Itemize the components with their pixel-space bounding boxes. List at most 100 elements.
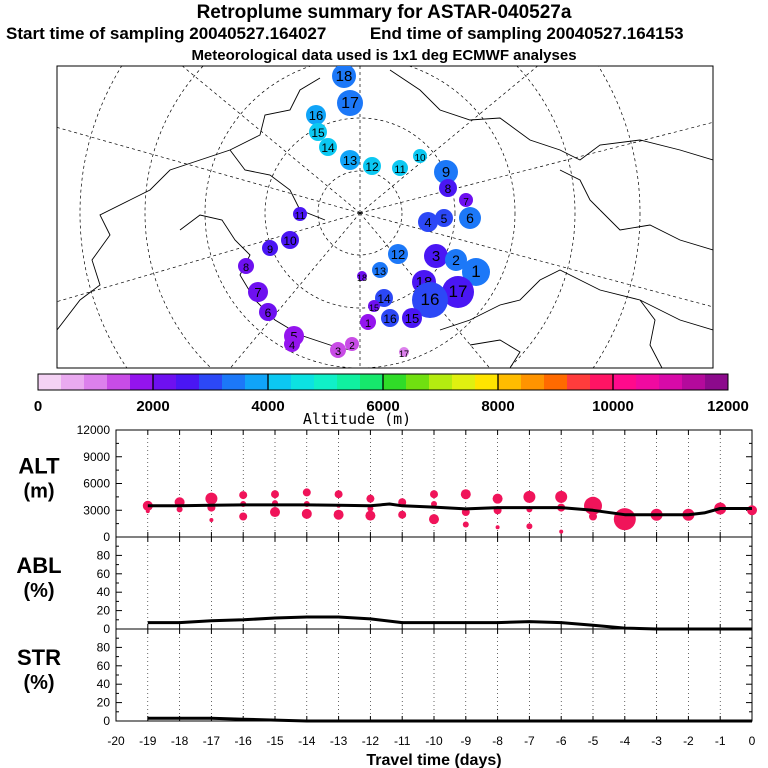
x-tick-label: -13 xyxy=(330,734,348,748)
colorbar-swatch xyxy=(613,374,637,390)
y-tick-label: 0 xyxy=(103,622,110,636)
alt-scatter-point xyxy=(365,510,376,521)
plume-day-label: 17 xyxy=(449,282,468,301)
alt-scatter-point xyxy=(429,514,439,525)
colorbar-label: Altitude (m) xyxy=(303,410,411,428)
colorbar-swatch xyxy=(268,374,292,390)
plume-day-label: 4 xyxy=(289,340,295,352)
panel-abl: 0 20 40 60 80 ABL(%) xyxy=(16,536,753,636)
plume-dot xyxy=(281,231,299,249)
plume-dot xyxy=(372,262,388,278)
plume-day-label: 12 xyxy=(365,160,379,174)
x-tick-label: -2 xyxy=(683,734,694,748)
plume-day-label: 12 xyxy=(391,247,405,262)
plume-day-label: 15 xyxy=(311,126,325,140)
alt-scatter-point xyxy=(333,509,344,520)
x-tick-label: -15 xyxy=(266,734,284,748)
plume-dot xyxy=(402,308,422,328)
panel-alt: 0 3000 6000 9000 12000 ALT(m) xyxy=(18,423,757,544)
plume-day-label: 14 xyxy=(377,292,391,306)
colorbar-tick-label: 6000 xyxy=(366,398,399,415)
plume-dot xyxy=(392,160,408,176)
alt-scatter-point xyxy=(302,488,311,497)
colorbar-swatch xyxy=(406,374,430,390)
alt-scatter-point xyxy=(559,529,564,534)
panel-ylabel-unit: (%) xyxy=(23,672,54,694)
colorbar-swatch xyxy=(245,374,269,390)
alt-scatter-point xyxy=(205,492,218,505)
colorbar-swatch xyxy=(222,374,246,390)
alt-scatter-point xyxy=(747,505,757,516)
plume-day-label: 18 xyxy=(336,68,353,85)
alt-scatter-point xyxy=(492,493,503,504)
x-tick-label: -9 xyxy=(460,734,471,748)
plume-dot xyxy=(388,244,408,264)
plume-day-label: 7 xyxy=(254,285,261,300)
x-tick-label: -6 xyxy=(556,734,567,748)
x-tick-label: -7 xyxy=(524,734,535,748)
colorbar-swatch xyxy=(452,374,476,390)
x-tick-label: -20 xyxy=(107,734,125,748)
plume-dot xyxy=(442,276,474,308)
plume-day-label: 17 xyxy=(399,349,409,359)
colorbar-swatch xyxy=(682,374,706,390)
alt-scatter-point xyxy=(398,510,407,519)
colorbar-swatch xyxy=(199,374,223,390)
x-tick-label: -17 xyxy=(203,734,221,748)
plume-dot xyxy=(248,282,268,302)
x-tick-label: -19 xyxy=(139,734,157,748)
plume-day-label: 15 xyxy=(369,303,379,313)
plume-day-label: 8 xyxy=(445,182,452,196)
colorbar-swatch xyxy=(383,374,407,390)
plume-dot xyxy=(330,342,346,358)
colorbar-tick-label: 12000 xyxy=(707,398,749,415)
plume-day-label: 16 xyxy=(421,290,440,309)
colorbar-tick-label: 4000 xyxy=(251,398,284,415)
x-axis-label: Travel time (days) xyxy=(366,752,501,768)
plume-day-label: 10 xyxy=(283,234,297,248)
plume-day-label: 16 xyxy=(383,312,397,326)
alt-scatter-point xyxy=(270,507,280,518)
panel-ylabel-unit: (%) xyxy=(23,580,54,602)
plume-day-label: 3 xyxy=(432,248,440,265)
plume-dot xyxy=(337,90,363,116)
series-line-alt xyxy=(147,502,752,517)
met-data-label: Meteorological data used is 1x1 deg ECMW… xyxy=(191,47,577,64)
plume-dot xyxy=(445,249,467,271)
y-tick-label: 60 xyxy=(97,567,111,581)
plume-dot xyxy=(424,244,448,268)
y-tick-label: 3000 xyxy=(83,503,110,517)
plume-day-label: 10 xyxy=(414,153,426,164)
alt-scatter-point xyxy=(239,512,248,521)
alt-scatter-point xyxy=(239,491,248,500)
x-tick-label: -14 xyxy=(298,734,316,748)
x-tick-label: -5 xyxy=(588,734,599,748)
alt-scatter-point xyxy=(431,501,437,508)
y-tick-label: 80 xyxy=(97,548,111,562)
colorbar-swatch xyxy=(38,374,62,390)
plume-day-label: 5 xyxy=(441,212,448,226)
y-tick-label: 20 xyxy=(97,604,111,618)
plume-day-label: 1 xyxy=(471,262,480,281)
x-tick-label: -1 xyxy=(715,734,726,748)
x-tick-label: 0 xyxy=(749,734,756,748)
altitude-colorbar xyxy=(37,373,729,391)
alt-scatter-point xyxy=(271,490,279,499)
plume-dot xyxy=(262,240,278,256)
plume-dot xyxy=(309,123,327,141)
colorbar-swatch xyxy=(567,374,591,390)
colorbar-swatch xyxy=(498,374,522,390)
x-tick-label: -16 xyxy=(235,734,253,748)
alt-scatter-point xyxy=(526,523,533,530)
colorbar-swatch xyxy=(659,374,683,390)
colorbar-swatch xyxy=(130,374,154,390)
x-tick-label: -4 xyxy=(619,734,630,748)
y-tick-label: 9000 xyxy=(83,450,110,464)
alt-scatter-point xyxy=(301,508,312,519)
plume-day-label: 17 xyxy=(341,95,359,112)
x-tick-label: -3 xyxy=(651,734,662,748)
plume-dot xyxy=(259,303,277,321)
